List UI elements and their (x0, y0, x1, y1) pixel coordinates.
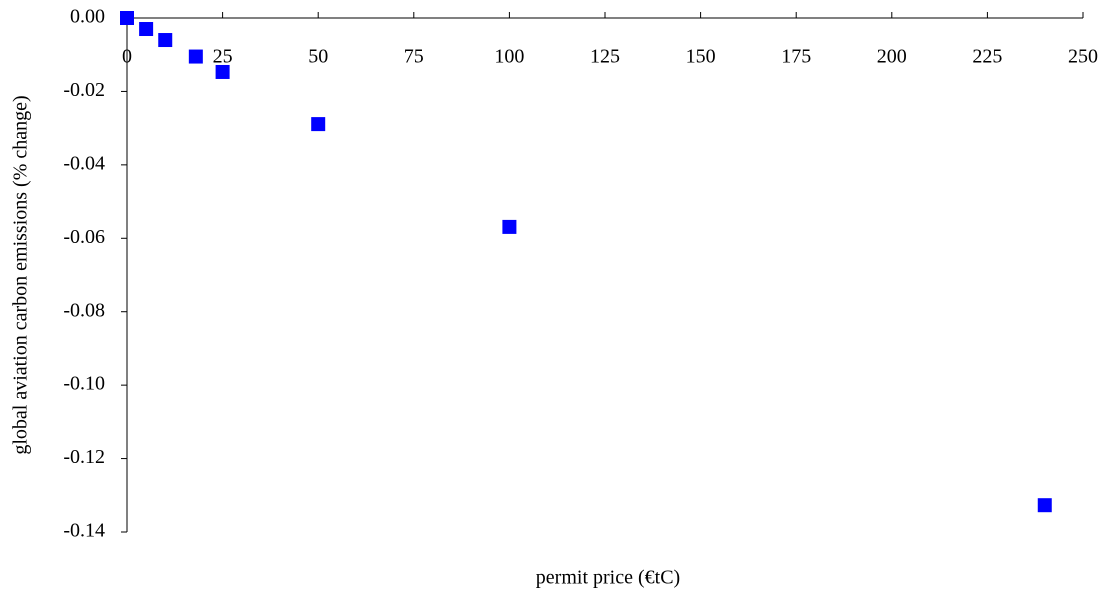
x-tick-label: 175 (781, 46, 811, 68)
marker (158, 33, 173, 48)
y-tick-label: -0.02 (63, 79, 105, 101)
x-tick-label: 100 (494, 46, 524, 68)
y-tick-label: 0.00 (70, 6, 105, 28)
y-tick-label: -0.10 (63, 373, 105, 395)
x-tick-label: 25 (213, 46, 233, 68)
x-tick-label: 75 (404, 46, 424, 68)
x-tick-label: 150 (686, 46, 716, 68)
x-axis-label: permit price (€tC) (536, 567, 680, 589)
y-tick-label: -0.06 (63, 226, 105, 248)
marker (215, 64, 230, 79)
x-tick-label: 0 (122, 46, 132, 68)
y-tick-label: -0.08 (63, 299, 105, 321)
y-tick-label: -0.04 (63, 152, 105, 174)
y-tick-label: -0.14 (63, 520, 105, 542)
x-tick-label: 200 (877, 46, 907, 68)
marker (502, 219, 517, 234)
x-tick-label: 250 (1068, 46, 1098, 68)
marker (139, 22, 154, 37)
x-tick-label: 225 (972, 46, 1002, 68)
x-tick-label: 125 (590, 46, 620, 68)
marker (120, 11, 134, 25)
y-axis-label: global aviation carbon emissions (% chan… (10, 95, 32, 454)
marker (311, 117, 326, 132)
marker (188, 49, 203, 64)
y-tick-label: -0.12 (63, 446, 105, 468)
marker (1037, 498, 1052, 513)
x-tick-label: 50 (308, 46, 328, 68)
